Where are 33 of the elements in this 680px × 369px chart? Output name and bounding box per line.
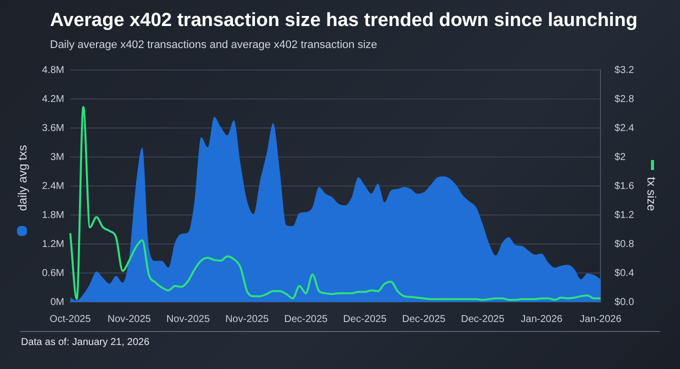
y2-tick-label: $1.6 <box>614 180 634 192</box>
y-axis-title: daily avg txs <box>15 144 30 212</box>
y2-tick-label: $0.4 <box>614 268 634 279</box>
y2-axis-title: tx size <box>644 176 659 212</box>
text: Data as of: January 21, 2026 <box>21 337 150 348</box>
x-tick-label: Oct-2025 <box>50 314 92 325</box>
y2-tick-label: $2 <box>614 152 626 163</box>
x-tick-label: Nov-2025 <box>225 314 270 325</box>
y-tick-label: 4.2M <box>42 94 64 105</box>
x-tick-label: Jan-2026 <box>520 314 563 325</box>
y-tick-label: 1.8M <box>42 210 64 221</box>
x-tick-label: Dec-2025 <box>461 314 505 325</box>
chart-subtitle: Daily average x402 transactions and average x402 transaction size <box>50 39 378 51</box>
y2-tick-label: $2.4 <box>614 122 634 134</box>
chart-title: Average x402 transaction size has trended down since launching <box>50 10 638 32</box>
y-tick-label: 1.2M <box>42 238 64 250</box>
x-tick-label: Nov-2025 <box>166 314 210 325</box>
x-tick-label: Dec-2025 <box>284 314 328 325</box>
x-tick-label: Dec-2025 <box>343 314 387 325</box>
y2-tick-label: $3.2 <box>614 64 634 76</box>
y2-tick-label: $2.8 <box>614 94 634 105</box>
y-tick-label: 3.6M <box>42 122 64 134</box>
y2-tick-label: $0.0 <box>614 296 634 308</box>
y2-tick-label: $0.8 <box>614 238 634 250</box>
x-tick-label: Jan-2026 <box>580 314 622 325</box>
y-tick-label: 3M <box>50 152 64 163</box>
x-tick-label: Dec-2025 <box>402 314 446 325</box>
y-tick-label: 4.8M <box>42 64 64 76</box>
x-tick-label: Nov-2025 <box>107 314 152 325</box>
y2-tick-label: $1.2 <box>614 210 634 221</box>
y-tick-label: 0M <box>50 296 64 308</box>
y-tick-label: 2.4M <box>42 180 64 192</box>
y-tick-label: 0.6M <box>42 268 64 279</box>
